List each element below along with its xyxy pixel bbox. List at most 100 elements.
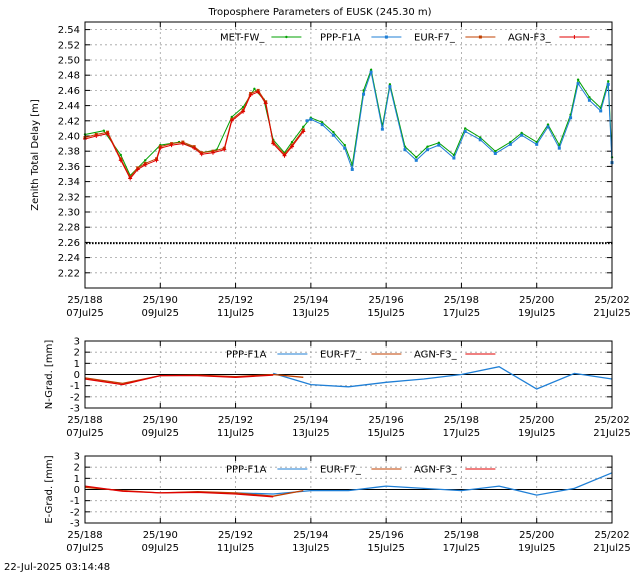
series-reference <box>86 242 613 245</box>
series-point <box>494 150 497 153</box>
y-tick-label: 2.46 <box>58 86 80 97</box>
x-tick-label: 25/200 <box>519 295 554 306</box>
y-tick-label: 2.40 <box>58 132 80 143</box>
series-point <box>176 242 178 245</box>
series-point <box>482 242 484 245</box>
series-point <box>329 242 331 245</box>
y-tick-label: 0 <box>74 485 80 496</box>
series-point <box>560 242 562 245</box>
series-point <box>197 242 199 245</box>
series-point <box>377 242 379 245</box>
series-point <box>125 242 127 245</box>
series-point <box>230 242 232 245</box>
series-point <box>576 82 580 86</box>
series-point <box>404 242 406 245</box>
x-tick-date-label: 21Jul25 <box>593 543 631 554</box>
series-point <box>371 242 373 245</box>
series-point <box>241 109 246 114</box>
series-point <box>584 242 586 245</box>
series-point <box>272 242 274 245</box>
series-point <box>140 242 142 245</box>
series-point <box>305 119 309 123</box>
series-point <box>546 123 550 126</box>
series-point <box>401 242 403 245</box>
y-tick-label: 2.50 <box>58 56 80 67</box>
series-point <box>95 242 97 245</box>
y-tick-label: 3 <box>74 452 80 463</box>
series-point <box>128 242 130 245</box>
series-point <box>335 242 337 245</box>
series-point <box>158 146 163 151</box>
series-point <box>266 242 268 245</box>
series-point <box>311 242 313 245</box>
series-point <box>479 136 482 139</box>
series-point <box>488 242 490 245</box>
series-point <box>521 242 523 245</box>
x-tick-label: 25/202 <box>594 530 629 541</box>
series-point <box>535 142 539 146</box>
series-point <box>569 116 573 120</box>
series-point <box>392 242 394 245</box>
series-ppp-f1a <box>273 366 613 390</box>
series-point <box>102 129 106 132</box>
series-point <box>359 242 361 245</box>
series-point <box>369 68 373 72</box>
series-point <box>332 131 335 134</box>
series-point <box>278 242 280 245</box>
x-tick-date-label: 17Jul25 <box>443 308 481 319</box>
x-tick-label: 25/198 <box>444 415 479 426</box>
series-point <box>554 242 556 245</box>
series-point <box>323 242 325 245</box>
series-point <box>518 242 520 245</box>
series-point <box>599 109 603 113</box>
x-tick-date-label: 21Jul25 <box>593 428 631 439</box>
series-point <box>428 242 430 245</box>
series-point <box>356 242 358 245</box>
series-point <box>269 242 271 245</box>
series-point <box>599 242 601 245</box>
x-tick-date-label: 15Jul25 <box>367 543 405 554</box>
series-point <box>388 83 392 86</box>
series-point <box>440 242 442 245</box>
series-point <box>369 70 373 74</box>
series-point <box>551 242 553 245</box>
series-point <box>229 118 234 123</box>
series-point <box>191 242 193 245</box>
x-tick-label: 25/196 <box>369 530 404 541</box>
series-point <box>588 96 591 99</box>
y-tick-label: 2.44 <box>58 101 80 112</box>
x-tick-label: 25/196 <box>369 295 404 306</box>
series-line <box>84 374 274 386</box>
series-point <box>89 242 91 245</box>
series-point <box>282 153 287 158</box>
x-tick-date-label: 19Jul25 <box>518 428 556 439</box>
series-point <box>362 89 365 92</box>
series-point <box>431 242 433 245</box>
series-ppp-f1a <box>305 70 614 171</box>
series-point <box>263 242 265 245</box>
series-point <box>415 156 418 159</box>
y-tick-label: -2 <box>70 392 80 403</box>
series-point <box>576 78 580 81</box>
series-point <box>309 117 313 121</box>
series-point <box>347 242 349 245</box>
series-point <box>362 92 366 96</box>
series-point <box>343 146 347 150</box>
series-point <box>464 242 466 245</box>
series-point <box>113 242 115 245</box>
series-point <box>256 89 261 94</box>
series-point <box>212 242 214 245</box>
series-point <box>476 242 478 245</box>
series-point <box>128 176 133 181</box>
legend-marker <box>285 35 288 39</box>
series-point <box>605 242 607 245</box>
series-point <box>416 242 418 245</box>
series-point <box>233 242 235 245</box>
series-point <box>545 242 547 245</box>
series-point <box>467 242 469 245</box>
series-point <box>260 242 262 245</box>
series-line <box>235 472 613 496</box>
series-point <box>506 242 508 245</box>
x-tick-label: 25/198 <box>444 295 479 306</box>
series-point <box>192 146 197 151</box>
